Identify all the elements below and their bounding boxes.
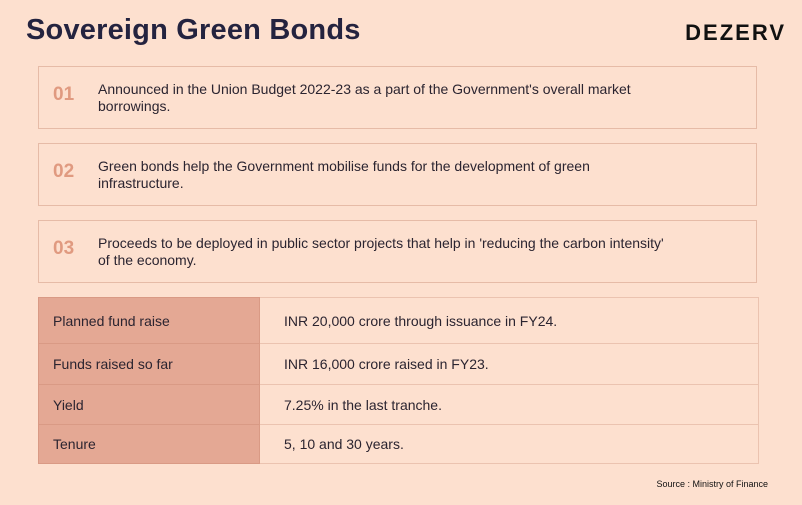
- point-text: Proceeds to be deployed in public sector…: [98, 235, 664, 268]
- brand-logo: DEZERV: [685, 20, 786, 45]
- row-value: 7.25% in the last tranche.: [259, 384, 759, 425]
- point-card: 02 Green bonds help the Government mobil…: [38, 143, 757, 206]
- row-label: Tenure: [38, 424, 260, 464]
- point-number: 01: [53, 84, 75, 105]
- row-value: 5, 10 and 30 years.: [259, 424, 759, 464]
- table-row: Tenure 5, 10 and 30 years.: [38, 424, 759, 464]
- details-table: Planned fund raise INR 20,000 crore thro…: [38, 297, 759, 464]
- point-text: Announced in the Union Budget 2022-23 as…: [98, 81, 631, 114]
- point-text: Green bonds help the Government mobilise…: [98, 158, 590, 191]
- row-value: INR 16,000 crore raised in FY23.: [259, 343, 759, 385]
- table-row: Funds raised so far INR 16,000 crore rai…: [38, 343, 759, 385]
- point-card: 03 Proceeds to be deployed in public sec…: [38, 220, 757, 283]
- point-number: 02: [53, 161, 75, 182]
- row-value: INR 20,000 crore through issuance in FY2…: [259, 297, 759, 344]
- row-label: Yield: [38, 384, 260, 425]
- point-number: 03: [53, 238, 75, 259]
- table-row: Planned fund raise INR 20,000 crore thro…: [38, 297, 759, 344]
- table-row: Yield 7.25% in the last tranche.: [38, 384, 759, 425]
- point-card: 01 Announced in the Union Budget 2022-23…: [38, 66, 757, 129]
- row-label: Planned fund raise: [38, 297, 260, 344]
- row-label: Funds raised so far: [38, 343, 260, 385]
- source-note: Source : Ministry of Finance: [656, 479, 768, 489]
- page-title: Sovereign Green Bonds: [26, 14, 361, 46]
